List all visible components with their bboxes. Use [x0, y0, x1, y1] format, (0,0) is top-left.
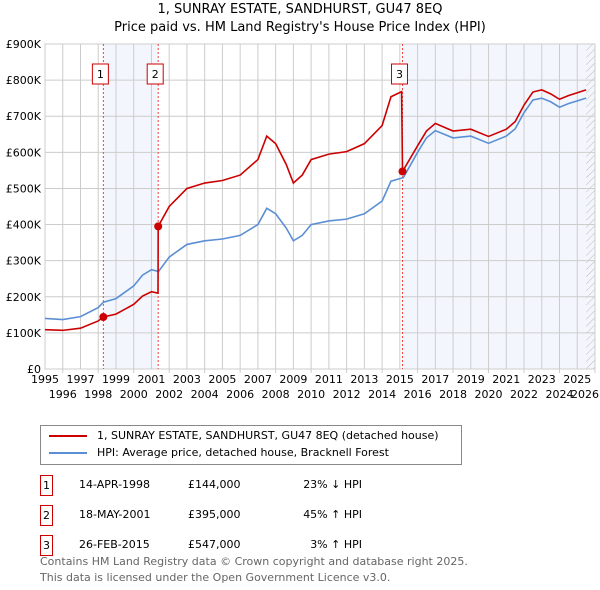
x-tick-label: 2005: [208, 373, 236, 386]
footer-copyright: Contains HM Land Registry data © Crown c…: [40, 555, 468, 568]
x-tick-label: 2001: [137, 373, 165, 386]
sale-date: 14-APR-1998: [79, 478, 151, 491]
x-tick-label: 2026: [571, 388, 599, 401]
sale-price: £547,000: [188, 538, 241, 551]
legend-swatch-property: [49, 435, 87, 437]
legend: 1, SUNRAY ESTATE, SANDHURST, GU47 8EQ (d…: [40, 425, 462, 465]
sale-number-badge: 1: [40, 475, 53, 496]
sale-point: [154, 222, 163, 231]
x-tick-label: 1999: [102, 373, 130, 386]
x-tick-label: 2000: [120, 388, 148, 401]
x-tick-label: 1998: [84, 388, 112, 401]
x-tick-label: 2006: [226, 388, 254, 401]
chart-title: 1, SUNRAY ESTATE, SANDHURST, GU47 8EQ: [157, 2, 443, 17]
x-tick-label: 2012: [333, 388, 361, 401]
x-tick-label: 2025: [563, 373, 591, 386]
x-tick-label: 2019: [457, 373, 485, 386]
x-tick-label: 2015: [386, 373, 414, 386]
x-tick-label: 1996: [49, 388, 77, 401]
footer-licence: This data is licensed under the Open Gov…: [40, 571, 391, 584]
x-tick-label: 2023: [528, 373, 556, 386]
y-tick-label: £300K: [6, 255, 42, 268]
sale-row: 3 26-FEB-2015 £547,000 3% ↑ HPI: [40, 535, 440, 557]
x-tick-label: 2022: [510, 388, 538, 401]
legend-label-hpi: HPI: Average price, detached house, Brac…: [97, 446, 389, 459]
x-tick-label: 2009: [279, 373, 307, 386]
ownership-shade-1: [103, 44, 159, 369]
y-tick-label: £800K: [6, 74, 42, 87]
y-tick-label: £600K: [6, 146, 42, 159]
x-tick-label: 2018: [439, 388, 467, 401]
sale-label-box: [391, 63, 408, 85]
y-tick-label: £0: [27, 363, 41, 376]
x-tick-label: 2008: [262, 388, 290, 401]
sale-label-box: [146, 63, 164, 85]
sale-number-badge: 2: [40, 505, 53, 526]
sale-row: 2 18-MAY-2001 £395,000 45% ↑ HPI: [40, 505, 440, 527]
hpi-line: [44, 97, 587, 321]
x-tick-label: 2024: [546, 388, 574, 401]
sale-hpi-delta: 45% ↑ HPI: [303, 508, 362, 521]
plot-frame: [44, 43, 596, 370]
x-tick-label: 2013: [350, 373, 378, 386]
x-tick-label: 2021: [492, 373, 520, 386]
sale-number-badge: 3: [40, 535, 53, 556]
x-tick-label: 2003: [173, 373, 201, 386]
x-tick-label: 2004: [191, 388, 219, 401]
sale-label: 3: [396, 68, 403, 81]
sale-date: 26-FEB-2015: [79, 538, 150, 551]
sale-label: 1: [97, 68, 104, 81]
y-tick-label: £400K: [6, 219, 42, 232]
sale-hpi-delta: 3% ↑ HPI: [310, 538, 362, 551]
x-tick-label: 1995: [31, 373, 59, 386]
ownership-shade-2: [402, 44, 595, 369]
sale-point: [398, 167, 407, 176]
x-tick-label: 2014: [368, 388, 396, 401]
x-tick-label: 2011: [315, 373, 343, 386]
sale-label-box: [91, 63, 109, 85]
sale-hpi-delta: 23% ↓ HPI: [303, 478, 362, 491]
price-chart: 1995 1996 1997 1998 1999 2000 2001 2002 2003 2004…: [6, 38, 599, 401]
x-tick-label: 2016: [404, 388, 432, 401]
y-tick-label: £200K: [6, 291, 42, 304]
sale-point: [99, 313, 108, 321]
sale-row: 1 14-APR-1998 £144,000 23% ↓ HPI: [40, 475, 440, 497]
sale-price: £395,000: [188, 508, 241, 521]
x-tick-label: 2010: [297, 388, 325, 401]
y-tick-label: £500K: [6, 182, 42, 195]
y-tick-label: £900K: [6, 38, 42, 51]
legend-swatch-hpi: [49, 452, 87, 454]
x-tick-label: 2020: [475, 388, 503, 401]
sale-date: 18-MAY-2001: [79, 508, 151, 521]
y-tick-label: £100K: [6, 327, 42, 340]
chart-subtitle: Price paid vs. HM Land Registry's House …: [114, 20, 486, 35]
forecast-hatch: [586, 44, 595, 369]
y-tick-label: £700K: [6, 110, 42, 123]
x-tick-label: 2017: [421, 373, 449, 386]
property-price-line: [44, 89, 587, 332]
sale-label: 2: [152, 68, 159, 81]
x-tick-label: 2002: [155, 388, 183, 401]
sale-price: £144,000: [188, 478, 241, 491]
x-tick-label: 2007: [244, 373, 272, 386]
x-tick-label: 1997: [66, 373, 94, 386]
legend-label-property: 1, SUNRAY ESTATE, SANDHURST, GU47 8EQ (d…: [97, 429, 439, 442]
